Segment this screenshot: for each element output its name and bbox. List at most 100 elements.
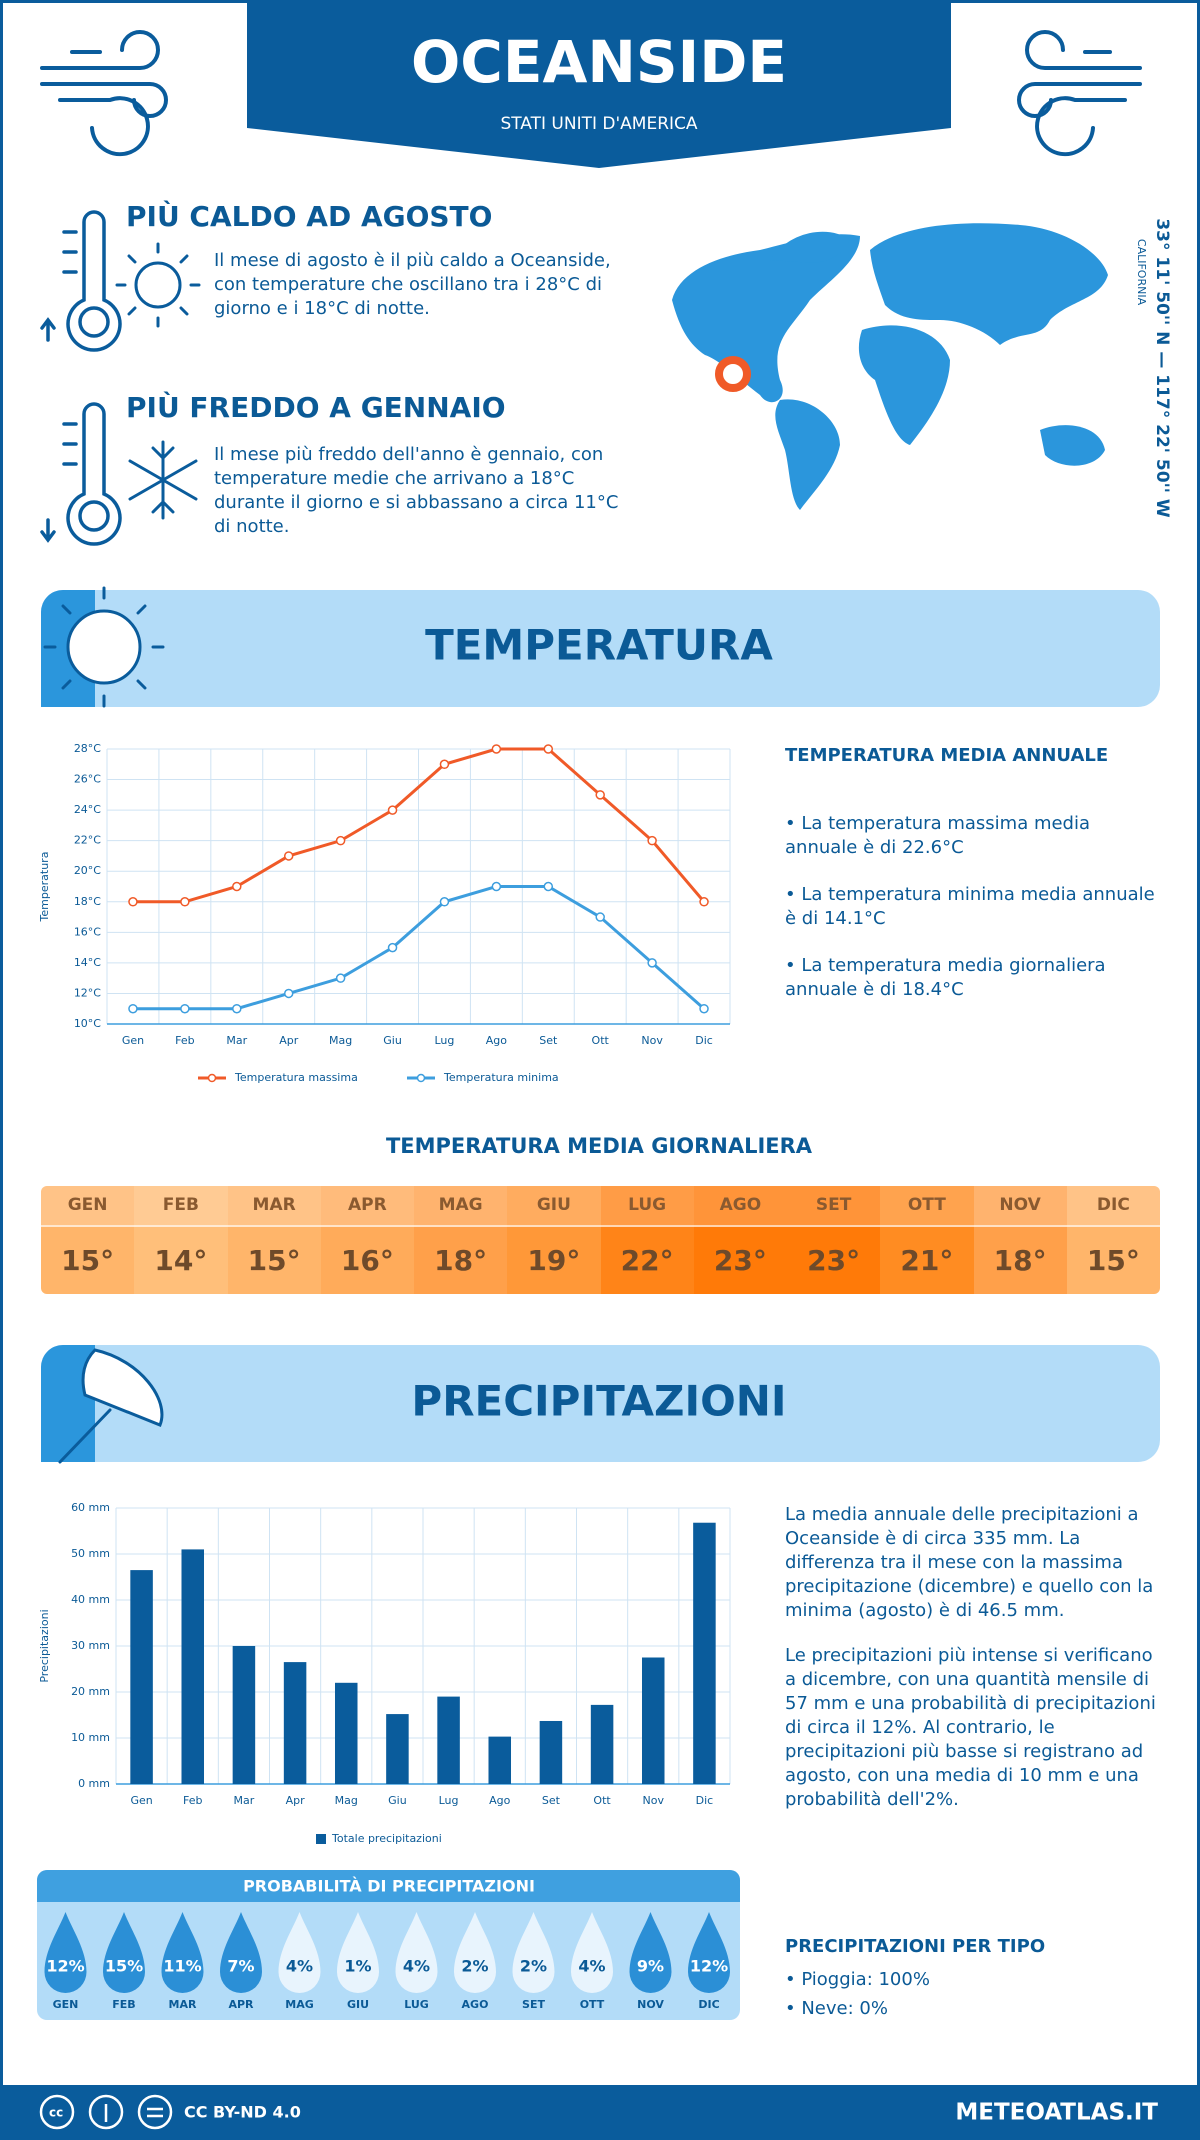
region: CALIFORNIA [1135,239,1148,306]
y-tick-label: 60 mm [71,1501,110,1514]
probability-month: DIC [698,1998,719,2011]
header-banner [247,0,951,168]
probability-drop [103,1912,145,1993]
month-header: DIC [1066,1186,1160,1227]
probability-month: NOV [637,1998,664,2011]
probability-drop [688,1912,730,1993]
point [283,988,294,999]
probability-drop [395,1912,438,1993]
probability-month: MAG [285,1998,314,2011]
bar [590,1704,614,1784]
probability-label: 12% [690,1957,728,1976]
daily-column: APR 16° [320,1186,414,1294]
x-tick-label: Ott [592,1034,610,1047]
x-tick-label: Lug [439,1794,459,1807]
x-tick-label: Gen [122,1034,144,1047]
annual-point: • La temperatura massima media annuale è… [785,813,1091,858]
month-header: GEN [41,1186,135,1227]
y-axis-label: Precipitazioni [38,1609,51,1682]
y-tick-label: 0 mm [78,1777,110,1790]
x-tick-label: Feb [175,1034,194,1047]
y-tick-label: 30 mm [71,1639,110,1652]
country-subtitle: STATI UNITI D'AMERICA [500,114,697,134]
month-header: AGO [693,1186,787,1227]
point [595,790,605,800]
month-header: APR [320,1186,414,1227]
point [595,912,605,922]
sun-icon [43,586,165,708]
probability-drop [161,1912,204,1993]
point [387,805,398,815]
month-value: 23° [713,1244,767,1277]
probability-month: GEN [53,1998,79,2011]
x-tick-label: Set [539,1034,558,1047]
probability-label: 2% [461,1957,488,1976]
city-title: OCEANSIDE [411,28,787,96]
footer-bar [0,2085,1200,2140]
bar [641,1657,665,1784]
bar [130,1570,153,1784]
legend-swatch [316,1834,326,1844]
probability-label: 1% [344,1957,371,1976]
point [232,1003,242,1014]
probability-drop [220,1912,262,1993]
month-value: 15° [247,1244,301,1277]
bar [232,1646,256,1784]
precip-paragraph: La media annuale delle precipitazioni a … [785,1504,1154,1621]
bar [283,1662,307,1784]
month-header: MAR [227,1186,321,1227]
x-tick-label: Giu [388,1794,407,1807]
x-tick-label: Mar [226,1034,247,1047]
probability-label: 12% [46,1957,84,1976]
point [128,897,138,907]
legend-label: Temperatura minima [443,1071,559,1084]
daily-column: GEN 15° [41,1186,135,1294]
warmest-title: PIÙ CALDO AD AGOSTO [126,200,493,233]
daily-column: NOV 18° [973,1186,1067,1294]
x-tick-label: Lug [435,1034,455,1047]
x-tick-label: Gen [130,1794,152,1807]
thermometer-icon [40,402,122,546]
daily-column: OTT 21° [880,1186,974,1294]
month-value: 18° [434,1244,488,1277]
probability-month: FEB [112,1998,135,2011]
month-value: 16° [340,1244,394,1277]
point [283,851,294,861]
daily-column: LUG 22° [600,1186,694,1294]
month-value: 23° [807,1244,861,1277]
type-title: PRECIPITAZIONI PER TIPO [785,1936,1046,1957]
point [439,897,450,907]
x-tick-label: Nov [641,1034,663,1047]
probability-drop [571,1912,613,1993]
probability-drop [629,1912,672,1993]
site-name: METEOATLAS.IT [955,2100,1158,2126]
annual-point: • La temperatura minima media annuale è … [785,884,1155,929]
x-tick-label: Apr [279,1034,299,1047]
table-title: TEMPERATURA MEDIA GIORNALIERA [386,1134,813,1158]
probability-month: OTT [580,1998,605,2011]
x-tick-label: Mar [234,1794,255,1807]
point [128,1003,138,1014]
type-item: • Neve: 0% [785,1998,888,2019]
legend-marker [207,1073,217,1083]
probability-label: 2% [520,1957,547,1976]
x-tick-label: Ott [593,1794,611,1807]
bar [437,1696,460,1784]
y-tick-label: 26°C [74,773,101,786]
probability-label: 15% [105,1957,143,1976]
probability-month: SET [522,1998,545,2011]
bar [539,1720,563,1784]
point [491,744,502,754]
location-marker [715,356,751,392]
month-header: SET [787,1186,881,1227]
line-series [132,885,706,1011]
y-tick-label: 24°C [74,803,101,816]
x-tick-label: Apr [286,1794,306,1807]
probability-drop [337,1912,379,1993]
y-tick-label: 20°C [74,864,101,877]
daily-column: MAR 15° [227,1186,321,1294]
y-tick-label: 16°C [74,925,101,938]
month-value: 15° [61,1244,115,1277]
x-tick-label: Feb [183,1794,202,1807]
